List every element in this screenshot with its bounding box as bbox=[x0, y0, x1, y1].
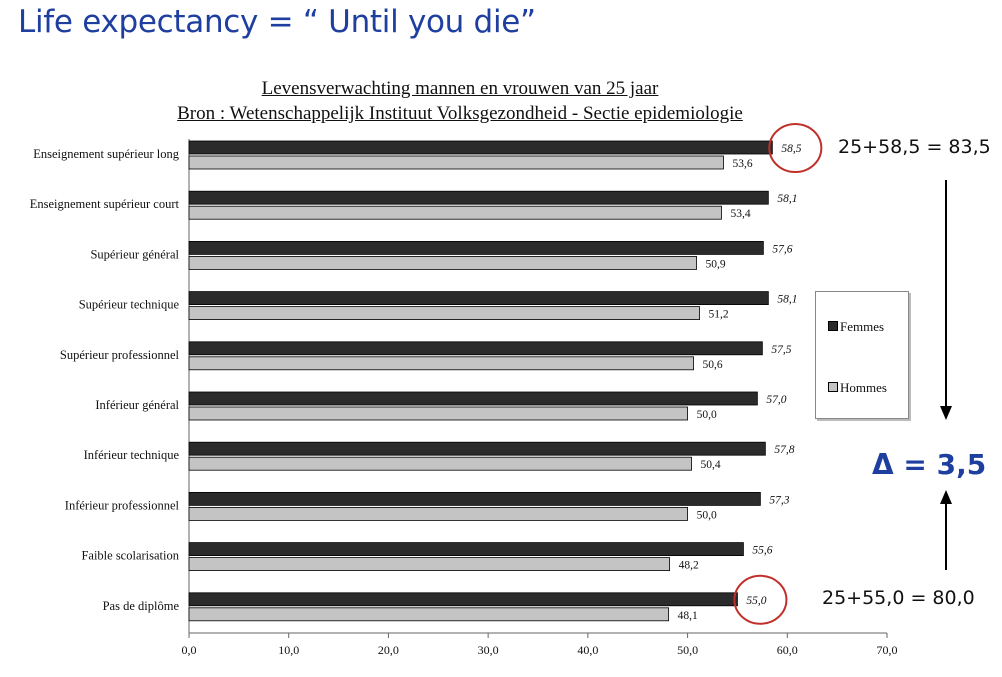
legend-item-femmes: Femmes bbox=[828, 319, 884, 335]
data-label-hommes: 50,4 bbox=[701, 459, 721, 471]
x-tick-label: 0,0 bbox=[182, 643, 197, 657]
data-label-femmes: 57,6 bbox=[772, 243, 792, 255]
arrow-up-icon bbox=[940, 490, 952, 570]
highlight-circle bbox=[768, 123, 823, 173]
bar-femmes bbox=[188, 240, 764, 255]
x-tick-label: 60,0 bbox=[777, 643, 798, 657]
bar-femmes bbox=[188, 140, 773, 155]
legend-label-hommes: Hommes bbox=[840, 380, 887, 395]
bar-femmes bbox=[188, 441, 766, 456]
bar-femmes bbox=[188, 291, 769, 306]
bar-hommes bbox=[188, 557, 671, 571]
x-tick-label: 70,0 bbox=[877, 643, 898, 657]
data-label-hommes: 53,6 bbox=[732, 158, 752, 170]
bar-hommes bbox=[188, 607, 670, 622]
category-label: Inférieur professionnel bbox=[65, 498, 180, 512]
chart-legend: Femmes Hommes bbox=[815, 291, 909, 419]
chart-subtitle: Bron : Wetenschappelijk Instituut Volksg… bbox=[177, 103, 743, 124]
data-label-hommes: 51,2 bbox=[709, 309, 729, 321]
bar-hommes bbox=[188, 205, 722, 220]
bar-hommes bbox=[188, 506, 688, 521]
data-label-hommes: 48,2 bbox=[679, 560, 699, 572]
bar-hommes bbox=[188, 356, 694, 371]
legend-swatch-hommes bbox=[828, 382, 838, 392]
top-sum-annotation: 25+58,5 = 83,5 bbox=[838, 136, 991, 158]
category-label: Inférieur général bbox=[95, 398, 179, 412]
data-label-femmes: 57,5 bbox=[771, 344, 791, 356]
category-label: Supérieur professionnel bbox=[60, 348, 180, 362]
category-label: Enseignement supérieur long bbox=[33, 147, 180, 161]
bar-hommes bbox=[188, 155, 724, 170]
category-label: Enseignement supérieur court bbox=[30, 197, 180, 211]
chart-title: Levensverwachting mannen en vrouwen van … bbox=[261, 78, 659, 99]
legend-swatch-femmes bbox=[828, 321, 838, 331]
category-label: Faible scolarisation bbox=[81, 549, 179, 563]
bar-hommes bbox=[188, 306, 700, 321]
x-tick-label: 10,0 bbox=[278, 643, 299, 657]
bottom-sum-annotation: 25+55,0 = 80,0 bbox=[822, 587, 975, 609]
category-label: Supérieur général bbox=[90, 247, 179, 261]
data-label-hommes: 50,0 bbox=[697, 509, 717, 521]
bar-femmes bbox=[188, 542, 744, 556]
data-label-femmes: 57,8 bbox=[774, 444, 794, 456]
x-tick-label: 50,0 bbox=[677, 643, 698, 657]
legend-item-hommes: Hommes bbox=[828, 380, 887, 396]
arrow-down-icon bbox=[940, 180, 952, 420]
x-tick-label: 40,0 bbox=[577, 643, 598, 657]
x-tick-label: 30,0 bbox=[478, 643, 499, 657]
category-label: Supérieur technique bbox=[79, 298, 180, 312]
bar-femmes bbox=[188, 491, 761, 506]
data-label-femmes: 55,6 bbox=[752, 545, 772, 557]
bar-hommes bbox=[188, 255, 697, 270]
delta-annotation: Δ = 3,5 bbox=[872, 448, 987, 481]
legend-label-femmes: Femmes bbox=[840, 319, 885, 334]
category-label: Inférieur technique bbox=[84, 448, 180, 462]
data-label-hommes: 50,6 bbox=[703, 359, 723, 371]
bar-hommes bbox=[188, 456, 692, 471]
data-label-hommes: 48,1 bbox=[678, 610, 698, 622]
bar-femmes bbox=[188, 391, 758, 406]
data-label-femmes: 58,1 bbox=[777, 193, 797, 205]
category-label: Pas de diplôme bbox=[103, 599, 180, 613]
data-label-hommes: 50,9 bbox=[706, 258, 726, 270]
slide-title: Life expectancy = “ Until you die” bbox=[18, 4, 536, 40]
bar-femmes bbox=[188, 190, 769, 205]
data-label-femmes: 57,3 bbox=[769, 494, 789, 506]
bar-hommes bbox=[188, 406, 688, 421]
bar-femmes bbox=[188, 341, 763, 356]
highlight-circle bbox=[733, 574, 788, 625]
data-label-hommes: 50,0 bbox=[697, 409, 717, 421]
data-label-femmes: 55,0 bbox=[746, 595, 766, 607]
data-label-hommes: 53,4 bbox=[730, 208, 750, 220]
data-label-femmes: 58,5 bbox=[781, 143, 801, 155]
x-tick-label: 20,0 bbox=[378, 643, 399, 657]
bar-femmes bbox=[188, 592, 738, 607]
data-label-femmes: 58,1 bbox=[777, 294, 797, 306]
data-label-femmes: 57,0 bbox=[766, 394, 786, 406]
